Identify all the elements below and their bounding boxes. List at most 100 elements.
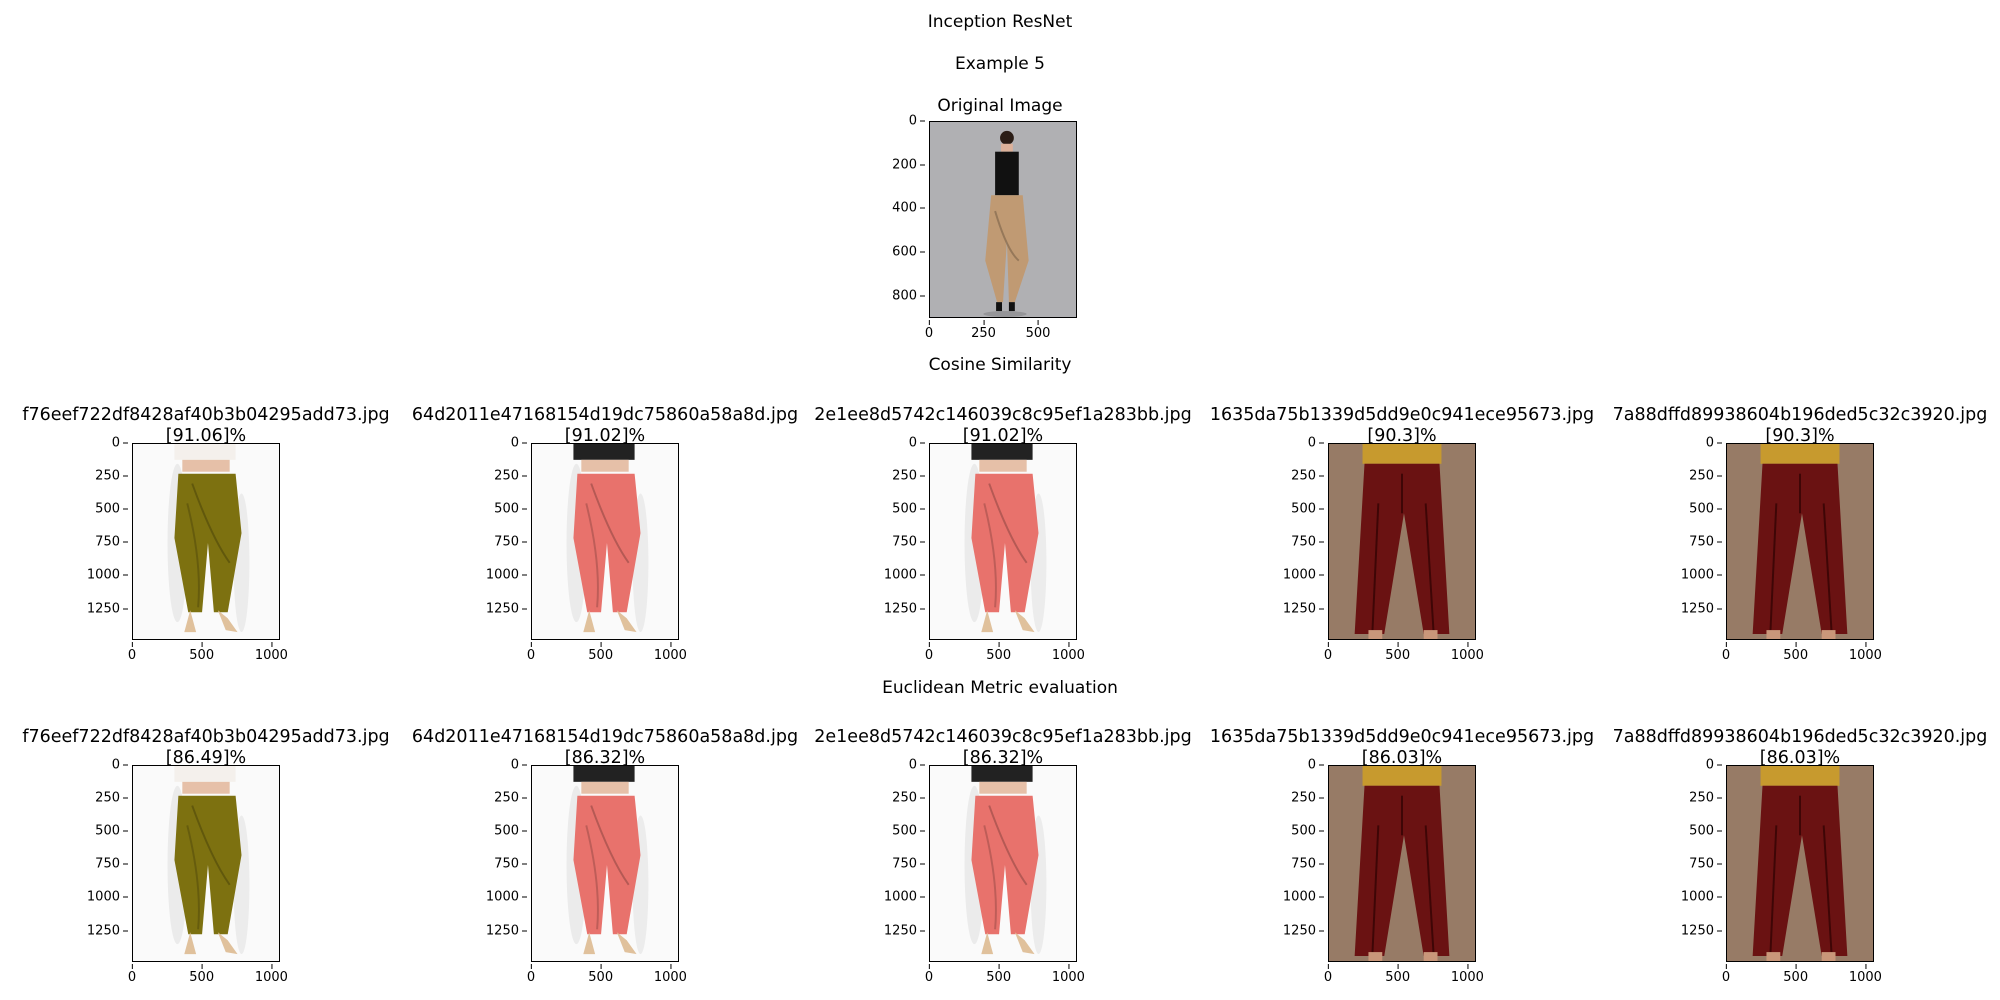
result-filename: f76eef722df8428af40b3b04295add73.jpg xyxy=(22,727,390,747)
original-image xyxy=(929,121,1077,318)
y-tick-label: 500 xyxy=(494,824,527,839)
y-tick-label: 1250 xyxy=(884,601,925,616)
x-tick-label: 500 xyxy=(189,642,215,663)
y-tick-label: 0 xyxy=(909,758,925,773)
y-tick-label: 250 xyxy=(1689,469,1722,484)
x-tick-label: 500 xyxy=(189,964,215,985)
y-tick-label: 0 xyxy=(909,436,925,451)
y-tick-label: 0 xyxy=(112,758,128,773)
y-tick-label: 250 xyxy=(892,469,925,484)
y-tick-label: 250 xyxy=(1291,469,1324,484)
result-filename: 7a88dffd89938604b196ded5c32c3920.jpg xyxy=(1612,727,1988,747)
x-tick-label: 500 xyxy=(986,642,1012,663)
result-image xyxy=(929,443,1077,640)
y-tick-label: 1000 xyxy=(884,890,925,905)
y-tick-label: 1250 xyxy=(1283,601,1324,616)
y-tick-label: 1000 xyxy=(1283,568,1324,583)
y-tick-label: 0 xyxy=(909,114,925,129)
y-tick-label: 250 xyxy=(95,469,128,484)
x-tick-label: 1000 xyxy=(254,642,288,663)
y-tick-label: 600 xyxy=(892,245,925,260)
y-tick-label: 1000 xyxy=(486,890,527,905)
result-image xyxy=(1328,443,1476,640)
x-tick-label: 0 xyxy=(1721,642,1731,663)
result-title: 2e1ee8d5742c146039c8c95ef1a283bb.jpg [86.… xyxy=(793,727,1213,769)
y-tick-label: 250 xyxy=(95,791,128,806)
result-filename: 64d2011e47168154d19dc75860a58a8d.jpg xyxy=(411,727,799,747)
similarity-score: [90.3]% xyxy=(1765,426,1835,446)
x-tick-label: 1000 xyxy=(1051,964,1085,985)
result-image xyxy=(132,765,280,962)
similarity-score: [90.3]% xyxy=(1367,426,1437,446)
result-filename: 7a88dffd89938604b196ded5c32c3920.jpg xyxy=(1612,405,1988,425)
x-tick-label: 0 xyxy=(526,642,536,663)
y-tick-label: 750 xyxy=(1291,535,1324,550)
x-tick-label: 0 xyxy=(127,642,137,663)
y-tick-label: 500 xyxy=(1689,502,1722,517)
result-filename: 2e1ee8d5742c146039c8c95ef1a283bb.jpg xyxy=(814,727,1192,747)
y-tick-label: 250 xyxy=(892,791,925,806)
x-tick-label: 1000 xyxy=(653,642,687,663)
y-tick-label: 750 xyxy=(892,535,925,550)
y-tick-label: 750 xyxy=(494,857,527,872)
y-tick-label: 500 xyxy=(95,502,128,517)
x-tick-label: 0 xyxy=(924,320,934,341)
x-tick-label: 500 xyxy=(588,642,614,663)
original-image-title: Original Image xyxy=(937,96,1063,116)
similarity-score: [86.03]% xyxy=(1361,748,1443,768)
y-tick-label: 750 xyxy=(95,535,128,550)
similarity-score: [86.32]% xyxy=(962,748,1044,768)
x-tick-label: 0 xyxy=(924,964,934,985)
similarity-score: [86.03]% xyxy=(1759,748,1841,768)
x-tick-label: 500 xyxy=(588,964,614,985)
result-title: f76eef722df8428af40b3b04295add73.jpg [86.… xyxy=(0,727,416,769)
y-tick-label: 250 xyxy=(1689,791,1722,806)
y-tick-label: 1000 xyxy=(486,568,527,583)
y-tick-label: 1250 xyxy=(87,923,128,938)
y-tick-label: 1250 xyxy=(87,601,128,616)
y-tick-label: 500 xyxy=(1291,502,1324,517)
y-tick-label: 250 xyxy=(1291,791,1324,806)
x-tick-label: 1000 xyxy=(1450,964,1484,985)
result-title: 7a88dffd89938604b196ded5c32c3920.jpg [86.… xyxy=(1590,727,2000,769)
y-tick-label: 0 xyxy=(112,436,128,451)
x-tick-label: 1000 xyxy=(1848,642,1882,663)
x-tick-label: 0 xyxy=(1721,964,1731,985)
similarity-score: [86.49]% xyxy=(165,748,247,768)
y-tick-label: 1000 xyxy=(87,568,128,583)
x-tick-label: 500 xyxy=(1783,642,1809,663)
x-tick-label: 0 xyxy=(127,964,137,985)
result-filename: f76eef722df8428af40b3b04295add73.jpg xyxy=(22,405,390,425)
y-tick-label: 1250 xyxy=(486,601,527,616)
y-tick-label: 750 xyxy=(1291,857,1324,872)
x-tick-label: 1000 xyxy=(1450,642,1484,663)
y-tick-label: 1250 xyxy=(1681,923,1722,938)
y-tick-label: 500 xyxy=(1689,824,1722,839)
y-tick-label: 0 xyxy=(511,436,527,451)
result-image xyxy=(531,765,679,962)
y-tick-label: 0 xyxy=(1706,758,1722,773)
x-tick-label: 500 xyxy=(1385,642,1411,663)
result-title: f76eef722df8428af40b3b04295add73.jpg [91.… xyxy=(0,405,416,447)
similarity-score: [91.02]% xyxy=(962,426,1044,446)
y-tick-label: 0 xyxy=(1308,758,1324,773)
x-tick-label: 500 xyxy=(1385,964,1411,985)
cosine-section-title: Cosine Similarity xyxy=(928,355,1072,375)
y-tick-label: 1000 xyxy=(1681,568,1722,583)
result-image xyxy=(531,443,679,640)
y-tick-label: 0 xyxy=(1706,436,1722,451)
x-tick-label: 0 xyxy=(526,964,536,985)
y-tick-label: 1250 xyxy=(884,923,925,938)
result-image xyxy=(1726,443,1874,640)
x-tick-label: 0 xyxy=(1323,642,1333,663)
y-tick-label: 0 xyxy=(511,758,527,773)
example-label: Example 5 xyxy=(955,54,1045,74)
y-tick-label: 200 xyxy=(892,157,925,172)
result-image xyxy=(132,443,280,640)
y-tick-label: 750 xyxy=(1689,535,1722,550)
x-tick-label: 1000 xyxy=(254,964,288,985)
result-title: 7a88dffd89938604b196ded5c32c3920.jpg [90.… xyxy=(1590,405,2000,447)
y-tick-label: 250 xyxy=(494,791,527,806)
figure-title: Inception ResNet xyxy=(927,12,1073,32)
result-title: 1635da75b1339d5dd9e0c941ece95673.jpg [90.… xyxy=(1192,405,1612,447)
